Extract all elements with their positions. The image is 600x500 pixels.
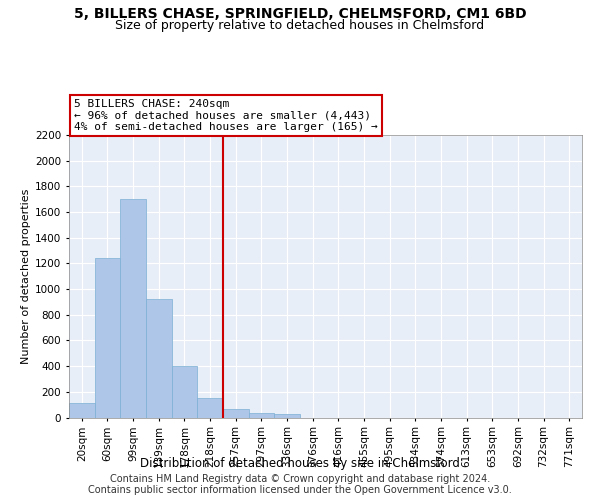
Bar — [248, 413, 274, 418]
Bar — [146, 300, 172, 418]
Bar — [69, 404, 95, 417]
Text: 5, BILLERS CHASE, SPRINGFIELD, CHELMSFORD, CM1 6BD: 5, BILLERS CHASE, SPRINGFIELD, CHELMSFOR… — [74, 8, 526, 22]
Y-axis label: Number of detached properties: Number of detached properties — [21, 188, 31, 364]
Bar — [197, 398, 223, 417]
Text: Size of property relative to detached houses in Chelmsford: Size of property relative to detached ho… — [115, 18, 485, 32]
Text: Contains HM Land Registry data © Crown copyright and database right 2024.: Contains HM Land Registry data © Crown c… — [110, 474, 490, 484]
Bar — [172, 366, 197, 418]
Text: 5 BILLERS CHASE: 240sqm
← 96% of detached houses are smaller (4,443)
4% of semi-: 5 BILLERS CHASE: 240sqm ← 96% of detache… — [74, 99, 378, 132]
Text: Distribution of detached houses by size in Chelmsford: Distribution of detached houses by size … — [140, 458, 460, 470]
Text: Contains public sector information licensed under the Open Government Licence v3: Contains public sector information licen… — [88, 485, 512, 495]
Bar — [223, 409, 248, 418]
Bar — [121, 199, 146, 418]
Bar — [274, 414, 300, 418]
Bar — [95, 258, 121, 418]
